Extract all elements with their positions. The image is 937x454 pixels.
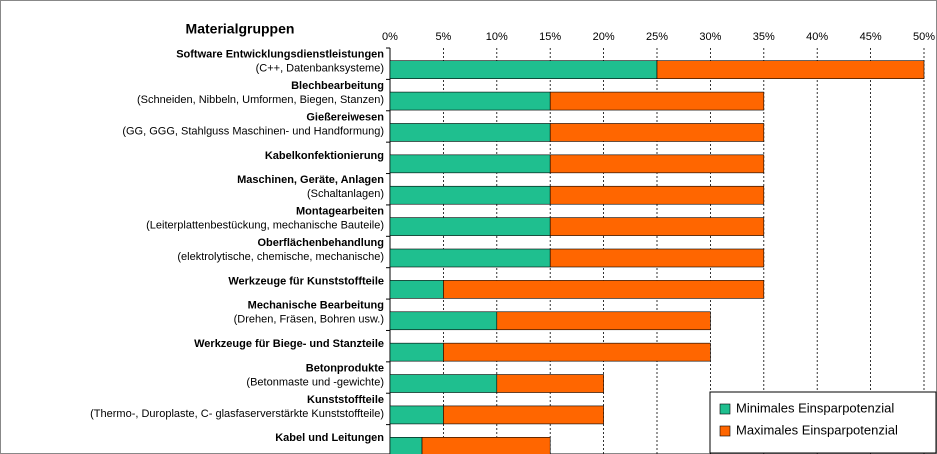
- y-tick-detail: (C++, Datenbanksysteme): [256, 63, 384, 75]
- legend-label: Maximales Einsparpotenzial: [736, 422, 898, 437]
- x-tick-label: 20%: [593, 31, 615, 43]
- bar: [656, 60, 925, 79]
- legend-label: Minimales Einsparpotenzial: [736, 400, 894, 415]
- bar: [389, 123, 551, 142]
- y-tick-detail: (Schaltanlagen): [307, 188, 384, 200]
- x-tick-label: 30%: [699, 31, 721, 43]
- x-tick-label: 50%: [913, 31, 935, 43]
- bar: [549, 91, 765, 111]
- x-tick-label: 25%: [646, 31, 668, 43]
- x-tick-label: 15%: [539, 31, 561, 43]
- y-tick-label: Montagearbeiten: [296, 206, 384, 218]
- bar: [389, 311, 498, 331]
- y-tick-label: Software Entwicklungsdienstleistungen: [176, 49, 384, 61]
- x-tick-label: 45%: [860, 31, 882, 43]
- bar: [389, 248, 551, 268]
- bar: [389, 437, 423, 454]
- y-tick-label: Maschinen, Geräte, Anlagen: [237, 174, 384, 186]
- bar: [443, 405, 604, 425]
- bar: [496, 374, 604, 393]
- y-tick-detail: (Schneiden, Nibbeln, Umformen, Biegen, S…: [137, 94, 384, 106]
- x-tick-label: 5%: [435, 31, 451, 43]
- y-tick-label: Kabel und Leitungen: [275, 432, 384, 444]
- bar: [549, 248, 765, 268]
- x-tick-label: 40%: [806, 31, 828, 43]
- legend-swatch: [719, 425, 731, 437]
- y-tick-detail: (elektrolytische, chemische, mechanische…: [177, 251, 384, 263]
- y-tick-detail: (Drehen, Fräsen, Bohren usw.): [234, 314, 384, 326]
- y-tick-label: Betonprodukte: [306, 362, 384, 374]
- bar: [549, 123, 765, 142]
- y-tick-label: Mechanische Bearbeitung: [248, 300, 384, 312]
- bar: [421, 437, 551, 454]
- bar: [443, 280, 765, 299]
- y-tick-detail: (Betonmaste und -gewichte): [246, 376, 384, 388]
- bar: [389, 185, 551, 205]
- x-tick-label: 0%: [382, 31, 398, 43]
- bar: [389, 217, 551, 236]
- bar: [389, 154, 551, 174]
- y-tick-label: Werkzeuge für Biege- und Stanzteile: [194, 338, 384, 350]
- y-tick-detail: (Leiterplattenbestückung, mechanische Ba…: [146, 220, 384, 232]
- y-tick-label: Oberflächenbehandlung: [257, 237, 384, 249]
- bar: [389, 342, 444, 362]
- bar: [389, 91, 551, 111]
- y-tick-label: Kabelkonfektionierung: [265, 150, 384, 162]
- legend: Minimales Einsparpotenzial Maximales Eins…: [709, 391, 937, 454]
- y-tick-detail: (GG, GGG, Stahlguss Maschinen- und Handf…: [122, 125, 384, 137]
- x-tick-label: 10%: [486, 31, 508, 43]
- bar: [549, 154, 765, 174]
- y-tick-label: Gießereiwesen: [306, 111, 384, 123]
- bar: [389, 374, 498, 393]
- legend-box: [709, 391, 937, 454]
- x-tick-label: 35%: [753, 31, 775, 43]
- bar: [549, 217, 765, 236]
- bar: [389, 405, 444, 425]
- chart-title: Materialgruppen: [186, 21, 295, 37]
- bar: [389, 280, 444, 299]
- y-tick-label: Blechbearbeitung: [291, 80, 384, 92]
- y-tick-label: Werkzeuge für Kunststoffteile: [228, 275, 384, 287]
- y-tick-label: Kunststoffteile: [307, 394, 384, 406]
- bar: [443, 342, 711, 362]
- legend-swatch: [719, 403, 731, 415]
- bar: [549, 185, 765, 205]
- bar: [496, 311, 711, 331]
- y-tick-detail: (Thermo-, Duroplaste, C- glasfaserverstä…: [90, 408, 384, 420]
- bar: [389, 60, 658, 79]
